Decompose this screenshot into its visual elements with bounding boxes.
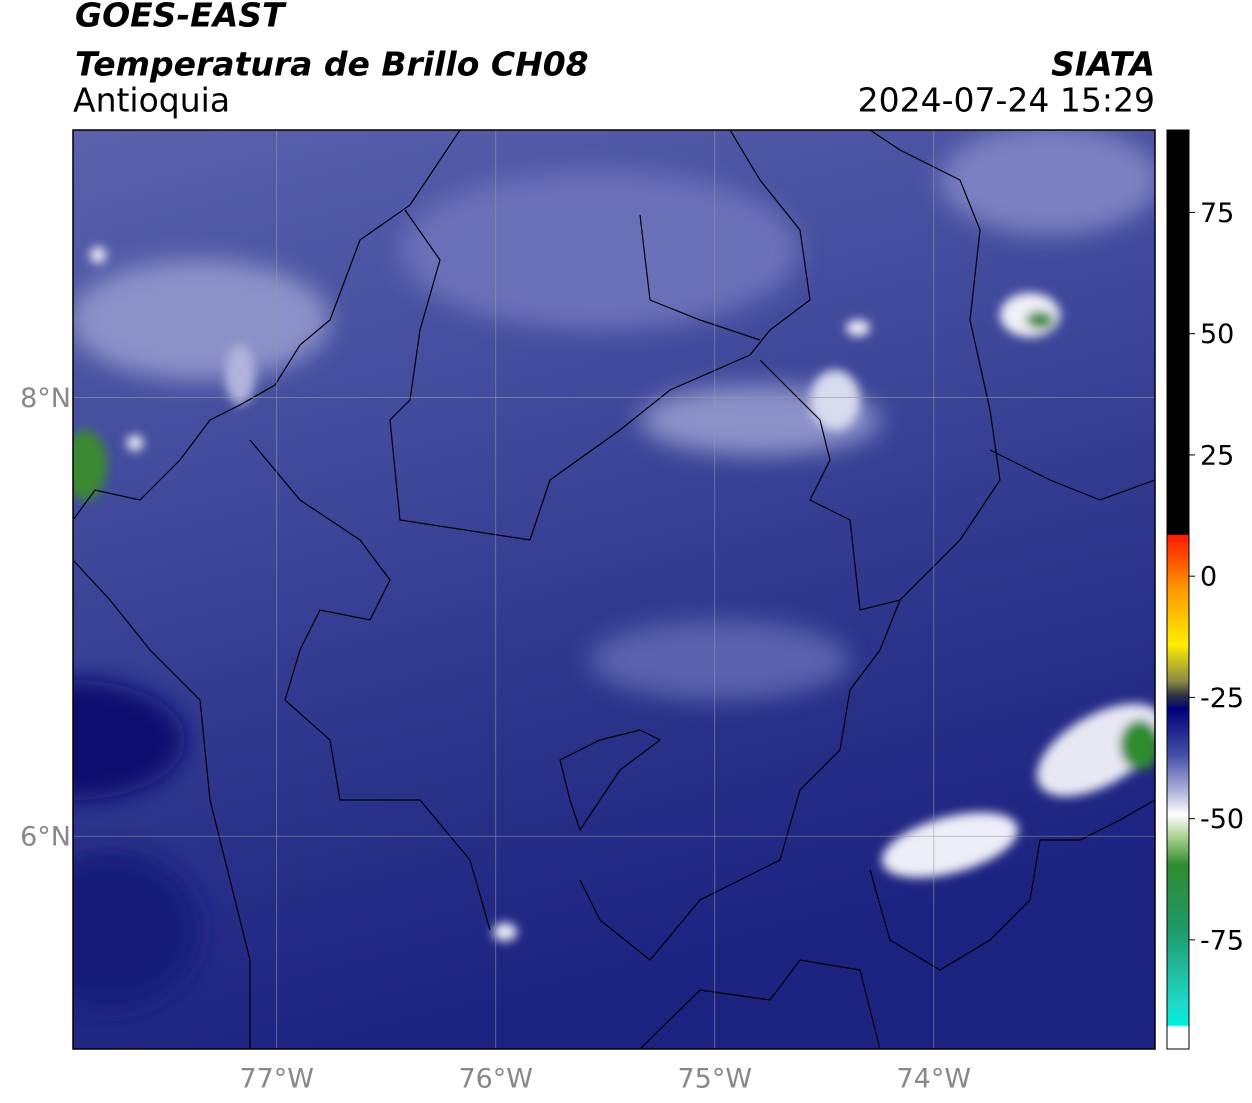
colorbar-tick-label: 50 xyxy=(1200,319,1234,350)
colorbar-tick-label: -75 xyxy=(1200,925,1244,956)
colorbar-tick-label: 75 xyxy=(1200,198,1234,229)
colorbar-tick-label: 0 xyxy=(1200,562,1217,593)
source: SIATA xyxy=(1051,45,1155,84)
subtitle: Temperatura de Brillo CH08 xyxy=(75,45,589,84)
lon-label: 74°W xyxy=(897,1064,972,1095)
colorbar xyxy=(1166,129,1190,1050)
lon-label: 77°W xyxy=(239,1064,314,1095)
lat-label: 8°N xyxy=(20,383,71,414)
lat-label: 6°N xyxy=(20,822,71,853)
colorbar-tick-label: 25 xyxy=(1200,440,1234,471)
datetime: 2024-07-24 15:29 xyxy=(858,81,1155,120)
colorbar-tick-label: -25 xyxy=(1200,683,1244,714)
region: Antioquia xyxy=(73,81,230,120)
map-frame xyxy=(72,129,1156,1050)
colorbar-tick-label: -50 xyxy=(1200,804,1244,835)
lon-label: 75°W xyxy=(677,1064,752,1095)
map xyxy=(73,130,1155,1049)
lon-label: 76°W xyxy=(458,1064,533,1095)
title: GOES-EAST xyxy=(75,0,287,35)
